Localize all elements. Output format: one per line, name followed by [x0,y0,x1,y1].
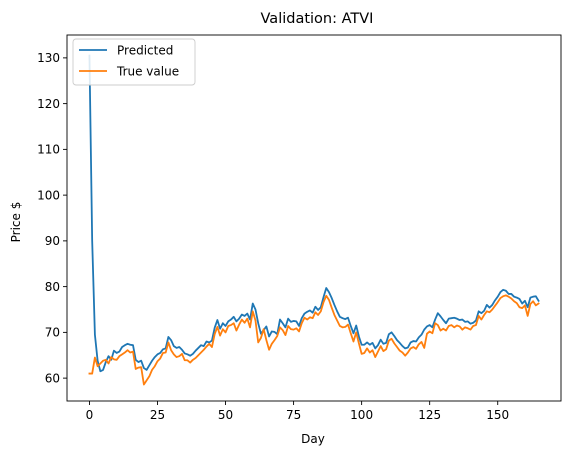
legend-label-true-value: True value [116,64,179,78]
x-tick-label: 100 [350,408,373,422]
x-tick-label: 150 [486,408,509,422]
y-tick-label: 130 [37,51,60,65]
y-tick-label: 120 [37,97,60,111]
plot-area [88,54,540,386]
series-line-predicted [88,54,540,373]
legend-label-predicted: Predicted [117,43,173,57]
y-tick-label: 70 [45,326,60,340]
x-tick-label: 0 [86,408,94,422]
y-tick-label: 90 [45,234,60,248]
x-tick-label: 75 [286,408,301,422]
legend: Predicted True value [72,38,196,86]
x-tick-label: 25 [150,408,165,422]
y-tick-label: 60 [45,371,60,385]
y-tick-label: 80 [45,280,60,294]
y-tick-label: 110 [37,143,60,157]
x-axis-label: Day [301,432,325,446]
axes: 0 25 50 75 100 125 150 60 70 80 90 100 110 120 130 [37,34,562,422]
x-tick-label: 125 [418,408,441,422]
chart-title: Validation: ATVI [261,11,374,27]
y-tick-label: 100 [37,188,60,202]
series-line-true-value [88,294,540,386]
y-axis-label: Price $ [9,202,23,243]
axes-frame [66,34,562,402]
x-tick-label: 50 [218,408,233,422]
